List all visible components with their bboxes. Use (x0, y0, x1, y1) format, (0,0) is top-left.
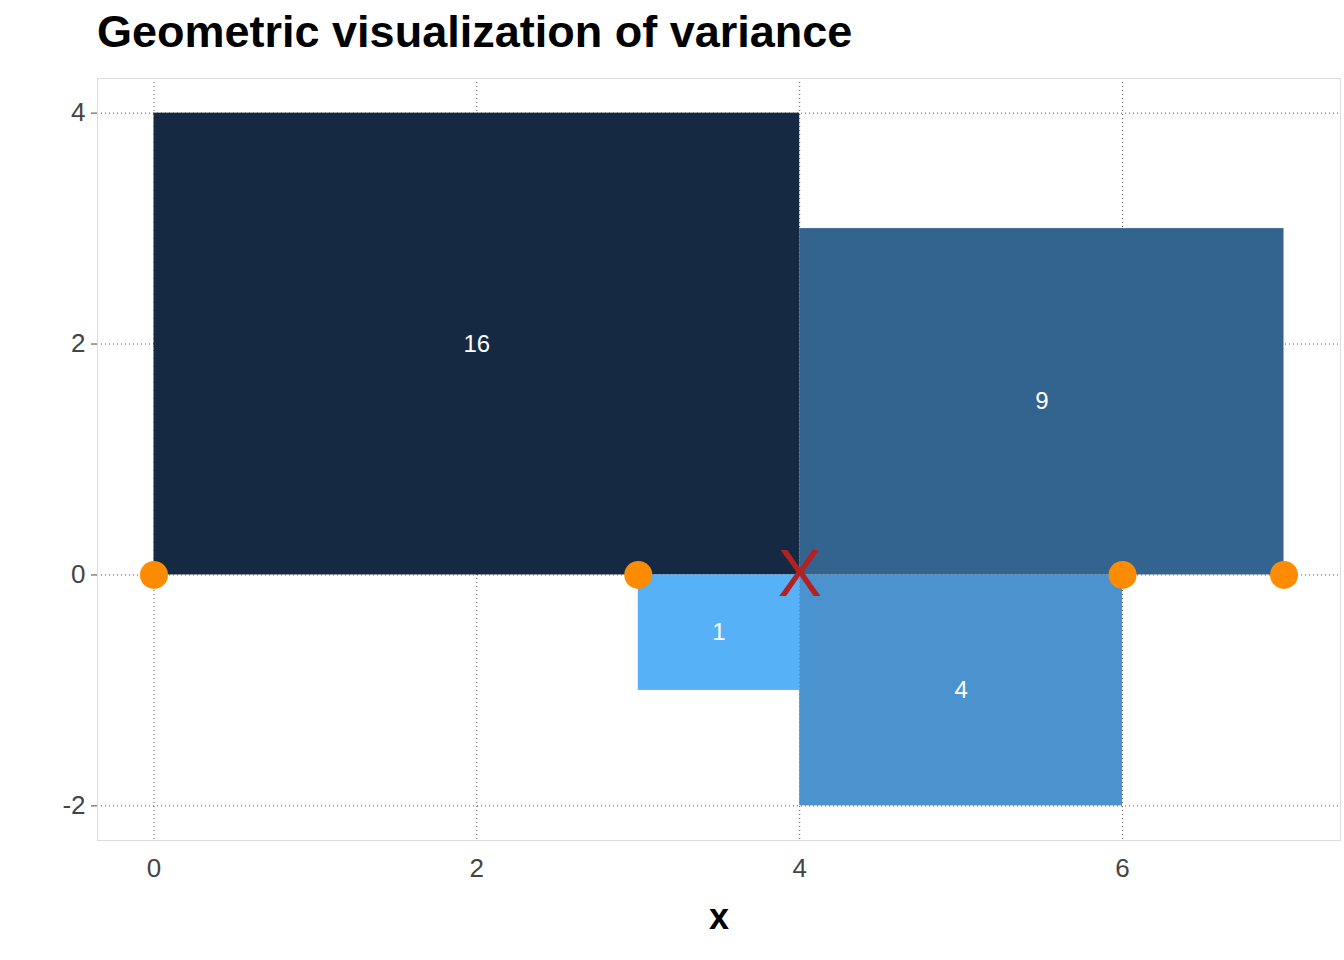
svg-text:16: 16 (464, 330, 491, 357)
svg-text:6: 6 (1115, 853, 1129, 883)
svg-text:X: X (778, 536, 822, 610)
svg-text:0: 0 (147, 853, 161, 883)
svg-text:-2: -2 (62, 790, 85, 820)
svg-text:x: x (709, 896, 729, 937)
svg-text:0: 0 (71, 559, 85, 589)
svg-text:2: 2 (470, 853, 484, 883)
html-text:Geometric visualization of var: Geometric visualization of variance (97, 6, 853, 57)
svg-text:4: 4 (954, 676, 967, 703)
svg-text:4: 4 (792, 853, 806, 883)
svg-text:2: 2 (71, 328, 85, 358)
svg-text:9: 9 (1035, 387, 1048, 414)
svg-text:1: 1 (712, 618, 725, 645)
svg-text:4: 4 (71, 97, 85, 127)
